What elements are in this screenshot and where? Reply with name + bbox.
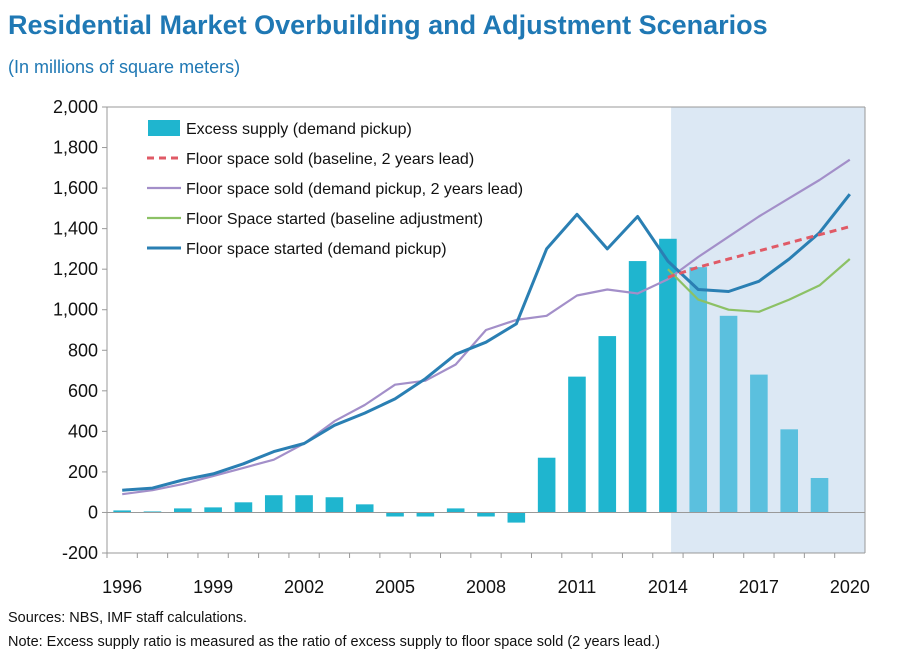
excess-supply-bar-2011 — [568, 376, 586, 513]
sources-note: Sources: NBS, IMF staff calculations. — [8, 610, 248, 626]
x-tick-label-1999: 1999 — [193, 577, 233, 597]
excess-supply-bar-2019 — [810, 477, 829, 513]
excess-supply-bar-1999 — [204, 507, 222, 513]
x-tick-label-1996: 1996 — [102, 577, 142, 597]
x-tick-label-2002: 2002 — [284, 577, 324, 597]
y-tick-label--200: -200 — [62, 543, 98, 563]
floor-sold-baseline-line — [667, 225, 851, 279]
excess-supply-bar-2009 — [507, 512, 526, 523]
excess-supply-bar-2008 — [477, 512, 495, 517]
excess-supply-bar-2018 — [780, 429, 798, 513]
x-tick-label-2005: 2005 — [375, 577, 415, 597]
chart-title: Residential Market Overbuilding and Adju… — [8, 10, 768, 40]
y-tick-label-1600: 1,600 — [53, 178, 98, 198]
excess-supply-bar-2017 — [750, 374, 768, 513]
chart-subtitle: (In millions of square meters) — [8, 57, 241, 77]
legend-label-started-baseline: Floor Space started (baseline adjustment… — [186, 211, 483, 228]
y-tick-label-1800: 1,800 — [53, 138, 98, 158]
legend-label-excess-supply: Excess supply (demand pickup) — [186, 121, 412, 138]
x-tick-label-2020: 2020 — [830, 577, 870, 597]
excess-supply-bar-2000 — [234, 502, 253, 513]
excess-supply-bar-2016 — [719, 315, 738, 513]
excess-supply-bar-2013 — [628, 261, 647, 513]
y-tick-label-400: 400 — [68, 421, 98, 441]
legend-label-floor-sold-demand: Floor space sold (demand pickup, 2 years… — [186, 181, 523, 198]
excess-supply-bar-2001 — [264, 495, 283, 513]
excess-supply-bar-2007 — [446, 508, 465, 513]
excess-supply-bar-2005 — [386, 512, 404, 517]
excess-supply-bar-2003 — [325, 497, 344, 513]
y-tick-label-2000: 2,000 — [53, 97, 98, 117]
x-tick-label-2017: 2017 — [739, 577, 779, 597]
excess-supply-bar-1998 — [174, 508, 192, 513]
x-tick-label-2014: 2014 — [648, 577, 688, 597]
methodology-note: Note: Excess supply ratio is measured as… — [8, 634, 661, 650]
excess-supply-bar-2004 — [355, 504, 374, 513]
chart-svg: -200 0 200 400 600 800 1,000 1,200 1,400 1,600 1,8… — [53, 97, 870, 597]
legend-swatch-excess-supply — [148, 120, 180, 136]
floor-sold-demand-line — [122, 158, 851, 496]
y-tick-label-0: 0 — [88, 502, 98, 522]
y-tick-label-800: 800 — [68, 340, 98, 360]
excess-supply-bar-2015 — [689, 267, 708, 513]
legend-label-floor-sold-baseline: Floor space sold (baseline, 2 years lead… — [186, 151, 474, 168]
started-baseline-line — [667, 258, 851, 313]
y-tick-label-1400: 1,400 — [53, 219, 98, 239]
x-tick-label-2011: 2011 — [558, 577, 597, 597]
legend-label-started-demand: Floor space started (demand pickup) — [186, 241, 447, 258]
excess-supply-bar-2002 — [295, 495, 313, 513]
excess-supply-bar-2012 — [598, 336, 617, 513]
excess-supply-bar-2010 — [537, 457, 556, 513]
x-tick-label-2008: 2008 — [466, 577, 506, 597]
y-tick-label-1000: 1,000 — [53, 300, 98, 320]
excess-supply-bar-2006 — [416, 512, 435, 517]
excess-supply-bar-2014 — [659, 238, 677, 513]
excess-supply-bar-1996 — [113, 510, 131, 513]
y-tick-label-1200: 1,200 — [53, 259, 98, 279]
started-demand-line — [122, 193, 851, 492]
y-tick-label-600: 600 — [68, 381, 98, 401]
y-tick-label-200: 200 — [68, 462, 98, 482]
excess-supply-bar-1997 — [143, 511, 162, 513]
